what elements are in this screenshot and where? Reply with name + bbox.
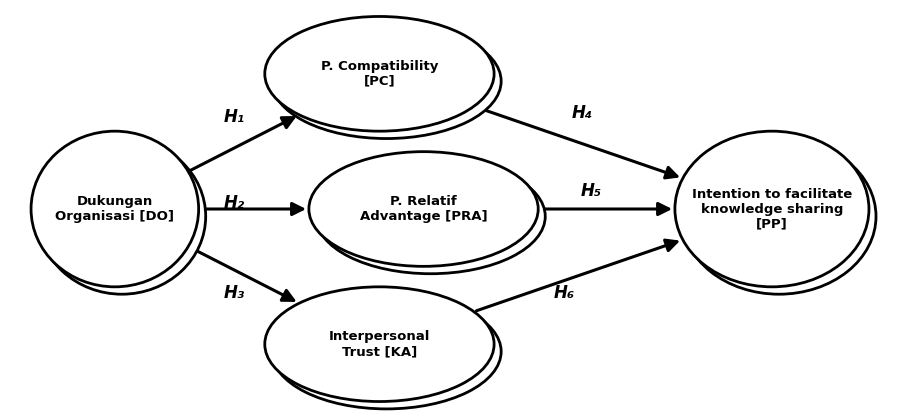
Ellipse shape [265,16,494,131]
Text: H₄: H₄ [572,104,593,122]
Ellipse shape [675,131,868,287]
Text: H₂: H₂ [223,194,245,212]
Text: P. Compatibility
[PC]: P. Compatibility [PC] [320,60,438,88]
Text: H₃: H₃ [223,284,245,302]
Ellipse shape [31,131,199,287]
Text: Dukungan
Organisasi [DO]: Dukungan Organisasi [DO] [55,195,175,223]
Text: H₆: H₆ [554,284,575,302]
Ellipse shape [272,24,501,138]
Ellipse shape [682,138,876,294]
Text: P. Relatif
Advantage [PRA]: P. Relatif Advantage [PRA] [360,195,488,223]
Ellipse shape [309,152,538,266]
Text: Interpersonal
Trust [KA]: Interpersonal Trust [KA] [328,330,430,358]
Ellipse shape [38,138,206,294]
Text: H₁: H₁ [223,108,245,126]
Text: Intention to facilitate
knowledge sharing
[PP]: Intention to facilitate knowledge sharin… [692,188,852,230]
Ellipse shape [272,294,501,409]
Ellipse shape [316,159,545,274]
Text: H₅: H₅ [580,181,602,199]
Ellipse shape [265,287,494,402]
